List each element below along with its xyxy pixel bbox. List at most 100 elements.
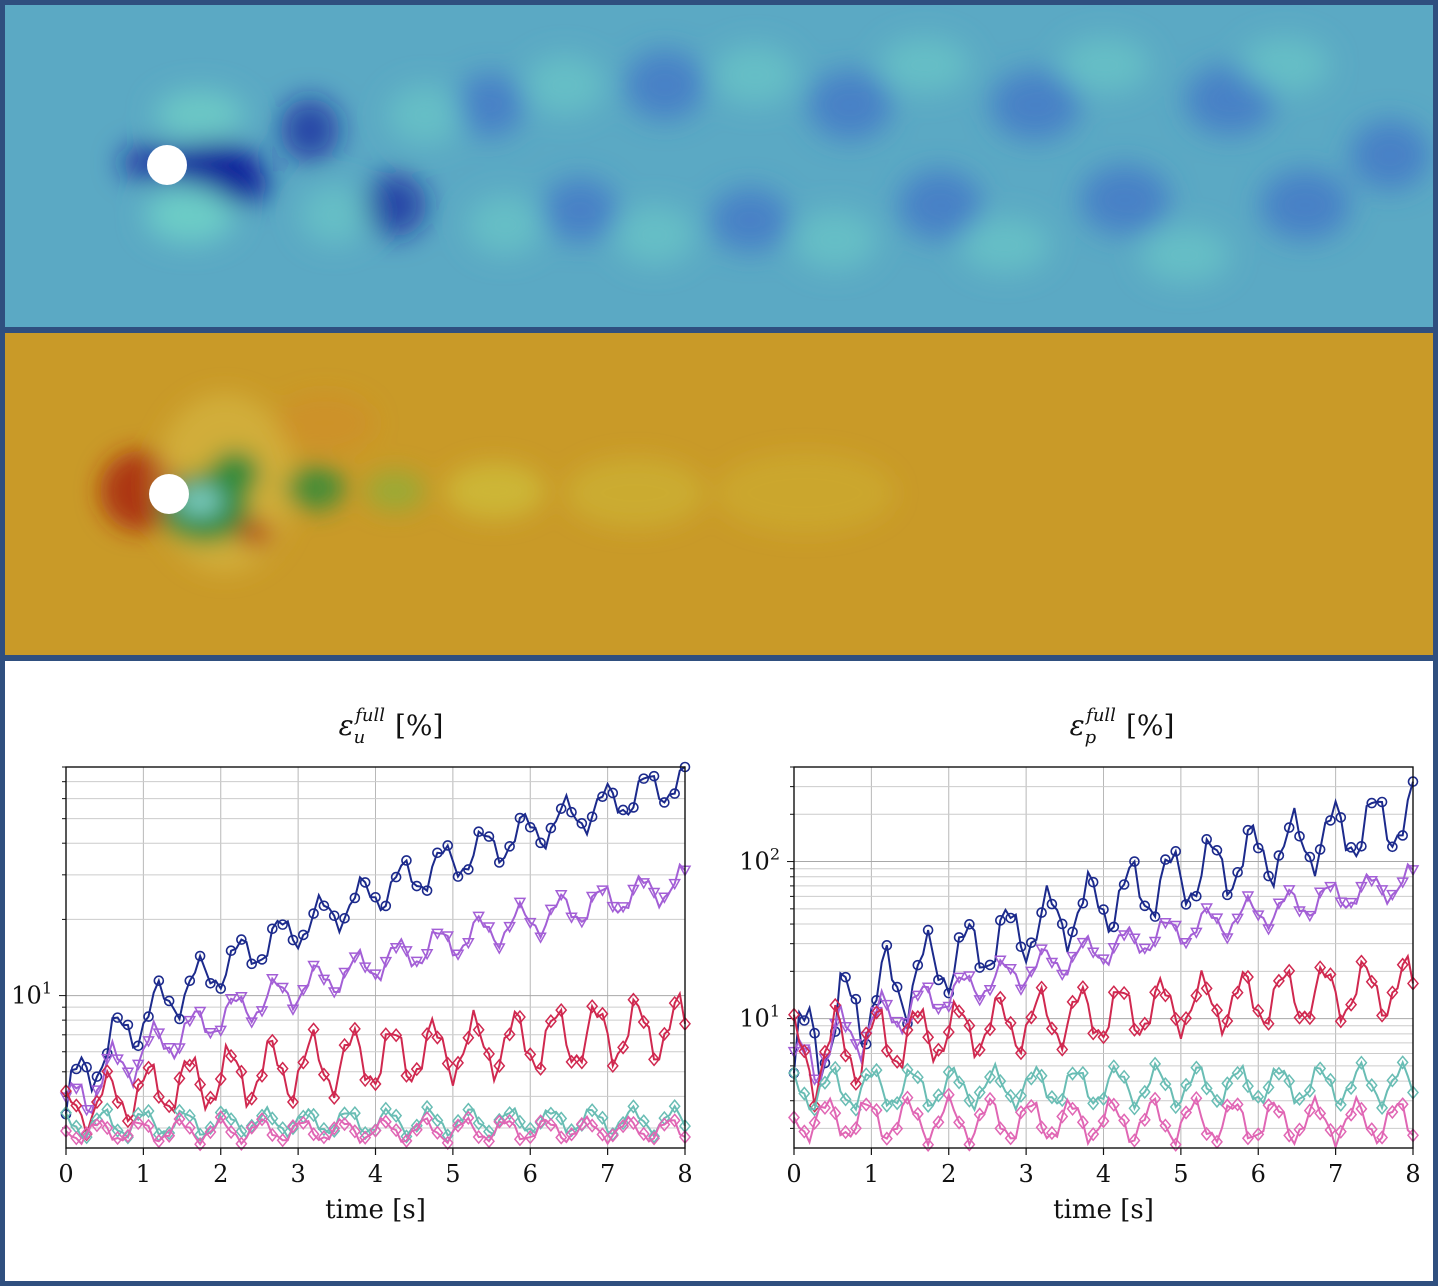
data-point — [1128, 1133, 1141, 1148]
data-point — [575, 1116, 588, 1132]
data-point — [627, 992, 640, 1007]
data-point — [839, 1124, 852, 1140]
data-point — [1087, 1026, 1100, 1041]
data-point — [90, 1094, 103, 1110]
data-point — [503, 1027, 516, 1042]
data-point — [860, 1026, 873, 1041]
vortex — [455, 73, 525, 137]
data-point — [1251, 910, 1265, 922]
pressure-field-image — [5, 333, 1433, 655]
data-point — [1355, 1101, 1368, 1117]
data-point — [1025, 1071, 1038, 1086]
data-point — [152, 1028, 166, 1040]
data-point — [1283, 1073, 1296, 1089]
data-point — [1272, 1104, 1285, 1119]
data-point — [1262, 1016, 1275, 1031]
data-point — [1386, 985, 1399, 1000]
data-point — [472, 1022, 485, 1037]
pressure-region — [715, 453, 895, 533]
data-point — [1025, 1098, 1038, 1114]
data-point — [1241, 1078, 1254, 1094]
data-point — [901, 1062, 914, 1077]
data-point — [808, 1102, 821, 1117]
data-point — [1231, 1097, 1244, 1112]
data-point — [121, 1128, 134, 1144]
data-point — [400, 1133, 413, 1149]
data-point — [1159, 1118, 1172, 1133]
data-point — [1169, 1099, 1182, 1115]
data-point — [328, 1090, 341, 1106]
data-point — [256, 1108, 268, 1123]
data-point — [668, 995, 681, 1011]
data-point — [308, 908, 319, 919]
data-point — [286, 1004, 300, 1016]
data-point — [963, 971, 976, 983]
data-point — [984, 959, 996, 971]
data-point — [1335, 812, 1347, 823]
data-point — [193, 1006, 207, 1019]
data-point — [101, 1102, 114, 1117]
cylinder-obstacle — [149, 474, 189, 514]
data-point — [348, 1105, 361, 1121]
data-point — [1159, 918, 1172, 930]
data-point — [235, 1136, 248, 1151]
data-point — [1025, 1010, 1038, 1025]
data-point — [627, 1115, 640, 1131]
data-point — [327, 987, 341, 999]
data-point — [1355, 1055, 1368, 1070]
data-point — [215, 983, 227, 994]
data-point — [1035, 944, 1048, 956]
data-point — [503, 921, 516, 934]
data-point — [860, 1097, 873, 1112]
data-point — [472, 1129, 485, 1145]
error-charts-area: εufull [%] 0 1 2 3 4 5 6 7 8 101 time [s] εpfull [%] 0 1… — [5, 661, 1433, 1281]
data-point — [637, 1014, 650, 1030]
data-point — [1138, 943, 1152, 955]
data-point — [421, 1027, 434, 1042]
data-point — [245, 1017, 258, 1029]
data-point — [891, 1054, 904, 1069]
data-point — [911, 990, 925, 1002]
data-point — [648, 770, 660, 782]
data-point — [1128, 933, 1141, 945]
data-point — [555, 1002, 568, 1018]
data-point — [860, 1067, 873, 1082]
data-point — [1314, 1106, 1327, 1121]
data-point — [524, 1047, 537, 1062]
data-point — [276, 1133, 289, 1148]
data-point — [1180, 1011, 1193, 1026]
data-point — [798, 1086, 811, 1101]
data-point — [1272, 973, 1285, 989]
data-point — [1014, 1088, 1027, 1103]
data-point — [942, 1001, 956, 1014]
data-point — [658, 892, 671, 904]
data-point — [535, 837, 546, 849]
data-point — [1014, 984, 1028, 996]
data-point — [400, 1068, 413, 1083]
data-point — [943, 987, 955, 999]
data-point — [1180, 1105, 1193, 1120]
data-point — [1098, 904, 1109, 915]
data-point — [984, 1091, 996, 1107]
data-point — [266, 973, 279, 986]
data-point — [1231, 1065, 1244, 1081]
data-point — [235, 1064, 248, 1079]
data-point — [973, 1085, 986, 1100]
data-point — [554, 889, 568, 902]
data-point — [359, 1130, 372, 1145]
data-point — [1252, 1003, 1265, 1018]
data-point — [163, 995, 175, 1007]
data-point — [891, 1095, 904, 1111]
vortex — [1060, 37, 1150, 93]
data-point — [245, 1118, 258, 1134]
data-point — [1138, 1016, 1151, 1031]
series-line — [793, 781, 1414, 1083]
data-point — [912, 959, 924, 971]
data-point — [1324, 1122, 1337, 1138]
data-point — [901, 1090, 914, 1105]
data-point — [1107, 1059, 1120, 1074]
data-point — [544, 1014, 557, 1029]
data-point — [132, 1040, 144, 1052]
data-point — [339, 913, 350, 924]
series-line — [65, 862, 686, 1115]
